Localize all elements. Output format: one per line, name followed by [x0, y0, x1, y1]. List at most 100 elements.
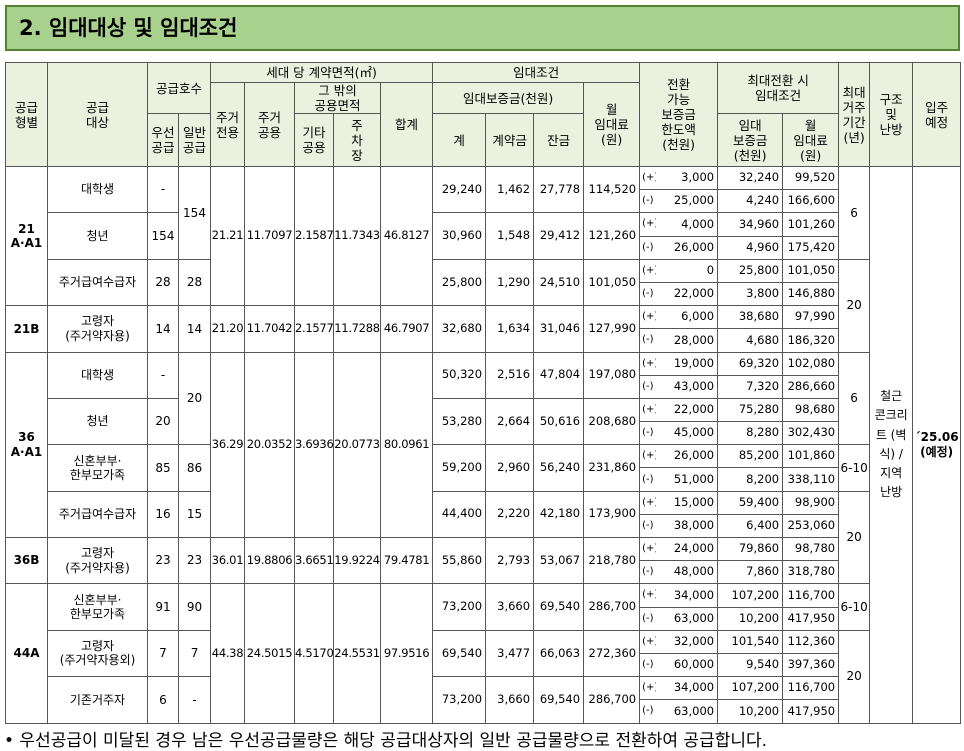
- cell: 97.9516: [380, 583, 434, 724]
- cell: 91: [147, 583, 179, 631]
- cell: 51,000: [655, 467, 719, 492]
- cell: 47,804: [533, 351, 585, 399]
- cell: 107,200: [717, 583, 784, 608]
- cell: 23: [147, 536, 179, 585]
- cell: 154: [147, 212, 179, 260]
- cell: 3,800: [717, 281, 784, 307]
- cell: 80.0961: [380, 351, 434, 538]
- cell: (+): [639, 490, 656, 515]
- cell: 6: [838, 166, 871, 260]
- cell: 24,000: [655, 536, 719, 562]
- cell: (-): [639, 421, 656, 446]
- cell: 16: [147, 490, 179, 539]
- cell: 2,516: [485, 351, 535, 399]
- cell: 20.0773: [333, 351, 382, 538]
- cell: 14: [177, 305, 212, 353]
- footnote: • 우선공급이 미달된 경우 남은 우선공급물량은 해당 공급대상자의 일반 공…: [4, 731, 768, 751]
- cell: 7,860: [717, 560, 784, 585]
- header-cell: 주거 공용: [244, 82, 296, 167]
- cell: 11.7288: [333, 305, 382, 353]
- cell: 23: [177, 536, 212, 585]
- row: (-) 51,000 8,200 338,110: [6, 467, 961, 492]
- table-header: 공급 형별 공급 대상 공급호수 세대 당 계약면적(㎡) 임대조건 전환 가능…: [5, 62, 962, 167]
- cell: 2,960: [485, 444, 535, 492]
- cell: 7,320: [717, 374, 784, 399]
- cell: 15,000: [655, 490, 719, 515]
- cell: 2.1587: [294, 165, 335, 307]
- cell: (+): [639, 583, 656, 608]
- header-cell: 공급 형별: [5, 62, 48, 167]
- cell: 101,050: [583, 258, 641, 307]
- cell: 36B: [5, 536, 48, 585]
- cell: 38,680: [717, 305, 784, 330]
- cell: 55,860: [432, 536, 487, 585]
- row: 36B 고령자 (주거약자용) 23 23 36.01 19.8806 3.6651 19.9…: [5, 536, 961, 585]
- cell: 28,000: [655, 328, 719, 353]
- cell: 20.0352: [244, 351, 296, 538]
- cell: 50,320: [432, 351, 487, 399]
- cell: 69,320: [717, 351, 784, 376]
- cell: 85: [147, 444, 179, 492]
- header-cell: 그 밖의 공용면적: [294, 82, 382, 114]
- header-cell: 기타 공용: [294, 113, 335, 167]
- cell: 38,000: [655, 513, 719, 539]
- cell: 338,110: [782, 467, 840, 492]
- cell: 99,520: [782, 165, 840, 191]
- cell: 26,000: [655, 444, 719, 469]
- table-body: 21 A·A1 대학생 -154 21.21 11.7097 2.1587 11.7343 4…: [5, 165, 962, 724]
- cell: 28: [147, 258, 179, 307]
- cell: (-): [639, 699, 656, 724]
- section-title: 2. 임대대상 및 임대조건: [5, 5, 960, 51]
- cell: 44,400: [432, 490, 487, 539]
- cell: 2,220: [485, 490, 535, 539]
- cell: 25,800: [717, 258, 784, 283]
- cell: 청년: [47, 397, 148, 446]
- cell: 197,080: [583, 351, 641, 399]
- cell: 14: [147, 305, 179, 353]
- row: 고령자 (주거약자용외) 7 7 69,540 3,477 66,063 272,360 (+…: [6, 629, 961, 724]
- cell: (-): [639, 235, 656, 260]
- cell: 32,240: [717, 165, 784, 191]
- cell: 63,000: [655, 699, 719, 724]
- cell: 417,950: [782, 699, 840, 724]
- cell: 56,240: [533, 444, 585, 492]
- cell: ´25.06 (예정): [912, 166, 962, 724]
- cell: 32,680: [432, 305, 487, 353]
- row: 21 A·A1 대학생 -154 21.21 11.7097 2.1587 11.7343 4…: [5, 165, 962, 724]
- cell: (+): [639, 351, 656, 376]
- cell: 107,200: [717, 676, 784, 701]
- cell: 8,280: [717, 421, 784, 446]
- cell: 24,510: [533, 258, 585, 307]
- header-cell: 월 임대료 (원): [782, 113, 840, 167]
- cell: 50,616: [533, 397, 585, 446]
- cell: 75,280: [717, 397, 784, 423]
- cell: 19.8806: [244, 536, 296, 585]
- header-cell: 공급 대상: [47, 62, 148, 167]
- cell: 24.5015: [244, 583, 296, 724]
- header-cell: 주거 전용: [210, 82, 246, 167]
- header-cell: 최대 거주 기간 (년): [838, 62, 871, 167]
- cell: 3.6936: [294, 351, 335, 538]
- cell: 73,200: [432, 583, 487, 631]
- cell: -: [177, 676, 212, 724]
- cell: 36 A·A1: [5, 351, 48, 538]
- header-cell: 계: [432, 113, 487, 167]
- cell: (+): [639, 165, 656, 191]
- header-cell: 임대 보증금 (천원): [717, 113, 784, 167]
- cell: 231,860: [583, 444, 641, 492]
- cell: 6-10: [838, 583, 871, 631]
- cell: 318,780: [782, 560, 840, 585]
- cell: 29,412: [533, 212, 585, 260]
- cell: 2,664: [485, 397, 535, 446]
- cell: 175,420: [782, 235, 840, 260]
- header-cell: 일반 공급: [177, 113, 212, 167]
- cell: 주거급여수급자: [47, 490, 148, 539]
- cell: 28: [177, 258, 212, 307]
- cell: 101,260: [782, 212, 840, 237]
- row: 44A 신혼부부· 한부모가족 91 90 44.38 24.5015 4.5170 24.5…: [5, 583, 961, 724]
- cell: 101,540: [717, 629, 784, 654]
- cell: 29,240: [432, 165, 487, 214]
- row: (-) 22,000 3,800 146,880: [6, 281, 961, 307]
